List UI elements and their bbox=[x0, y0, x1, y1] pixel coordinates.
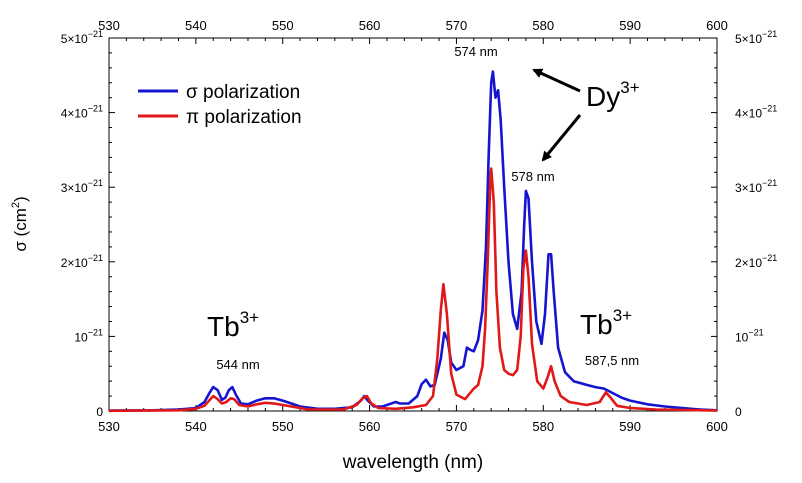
y-axis-label-close: ) bbox=[11, 196, 30, 202]
y-tick-exp: −21 bbox=[762, 29, 777, 39]
y-tick-exp: −21 bbox=[88, 178, 103, 188]
y-axis-label: σ (cm2) bbox=[10, 196, 30, 251]
y-tick-base: 10 bbox=[74, 330, 88, 344]
y-tick-exp: −21 bbox=[748, 327, 763, 337]
x-tick-label-bottom-580: 580 bbox=[532, 419, 554, 434]
y-tick-exp: −21 bbox=[762, 178, 777, 188]
y-axis-label-sup: 2 bbox=[10, 202, 22, 208]
y-tick-exp: −21 bbox=[762, 253, 777, 263]
annotation-544nm: 544 nm bbox=[216, 357, 259, 372]
y-tick-exp: −21 bbox=[88, 104, 103, 114]
legend: σ polarization π polarization bbox=[138, 82, 302, 128]
y-axis-label-main: σ (cm bbox=[11, 208, 30, 252]
x-tick-label-bottom-550: 550 bbox=[272, 419, 294, 434]
y-tick-exp: −21 bbox=[88, 253, 103, 263]
axis-ticks: 530 530 540 540 550 550 560 560 570 570 580 580 590 5… bbox=[61, 18, 778, 434]
x-tick-label-top-560: 560 bbox=[359, 18, 381, 33]
tb-left-ion-sup: 3+ bbox=[240, 308, 259, 327]
y-tick-label-right-0: 0 bbox=[735, 405, 742, 419]
x-tick-label-top-570: 570 bbox=[446, 18, 468, 33]
arrow-to-574 bbox=[532, 68, 581, 93]
y-tick-label-left-4: 4×10−21 bbox=[61, 104, 103, 121]
y-tick-base: 3×10 bbox=[61, 181, 88, 195]
tb-right-ion-sup: 3+ bbox=[613, 306, 632, 325]
y-tick-label-right-1: 10−21 bbox=[735, 327, 764, 344]
annotation-578nm: 578 nm bbox=[511, 169, 554, 184]
x-tick-label-bottom-530: 530 bbox=[98, 419, 120, 434]
y-tick-base: 4×10 bbox=[61, 107, 88, 121]
x-tick-label-top-530: 530 bbox=[98, 18, 120, 33]
y-tick-base: 2×10 bbox=[735, 256, 762, 270]
y-tick-exp: −21 bbox=[762, 104, 777, 114]
annotation-tb-left-ion: Tb3+ bbox=[207, 308, 259, 342]
legend-label-sigma: σ polarization bbox=[186, 82, 300, 103]
y-tick-label-left-0: 0 bbox=[96, 405, 103, 419]
y-tick-base: 5×10 bbox=[61, 32, 88, 46]
y-tick-base: 3×10 bbox=[735, 181, 762, 195]
series-line-sigma bbox=[108, 70, 718, 412]
y-tick-base: 10 bbox=[735, 330, 749, 344]
x-tick-label-top-580: 580 bbox=[532, 18, 554, 33]
y-tick-base: 0 bbox=[735, 405, 742, 419]
y-tick-label-right-2: 2×10−21 bbox=[735, 253, 777, 270]
y-tick-label-left-1: 10−21 bbox=[74, 327, 103, 344]
x-tick-label-bottom-600: 600 bbox=[706, 419, 728, 434]
annotation-587nm: 587,5 nm bbox=[585, 353, 639, 368]
x-tick-label-bottom-560: 560 bbox=[359, 419, 381, 434]
y-tick-label-left-2: 2×10−21 bbox=[61, 253, 103, 270]
legend-label-pi: π polarization bbox=[186, 107, 302, 128]
annotation-dy-ion: Dy3+ bbox=[586, 78, 640, 112]
series-layer bbox=[108, 70, 718, 413]
y-tick-base: 2×10 bbox=[61, 256, 88, 270]
annotation-574nm: 574 nm bbox=[454, 44, 497, 59]
tb-left-ion-base: Tb bbox=[207, 311, 240, 342]
dy-ion-sup: 3+ bbox=[620, 78, 639, 97]
dy-ion-base: Dy bbox=[586, 81, 620, 112]
series-line-pi bbox=[108, 167, 718, 413]
y-tick-label-right-4: 4×10−21 bbox=[735, 104, 777, 121]
x-tick-label-top-540: 540 bbox=[185, 18, 207, 33]
x-tick-label-bottom-590: 590 bbox=[619, 419, 641, 434]
y-tick-base: 5×10 bbox=[735, 32, 762, 46]
x-tick-label-top-550: 550 bbox=[272, 18, 294, 33]
x-tick-label-top-600: 600 bbox=[706, 18, 728, 33]
x-axis-label: wavelength (nm) bbox=[342, 452, 483, 473]
y-tick-base: 4×10 bbox=[735, 107, 762, 121]
x-tick-label-bottom-540: 540 bbox=[185, 419, 207, 434]
y-tick-label-left-5: 5×10−21 bbox=[61, 29, 103, 46]
annotation-tb-right-ion: Tb3+ bbox=[580, 306, 632, 340]
x-tick-label-top-590: 590 bbox=[619, 18, 641, 33]
tb-right-ion-base: Tb bbox=[580, 309, 613, 340]
y-tick-exp: −21 bbox=[88, 327, 103, 337]
plot-frame bbox=[108, 37, 718, 412]
arrow-to-578 bbox=[541, 114, 582, 162]
y-tick-label-left-3: 3×10−21 bbox=[61, 178, 103, 195]
y-tick-exp: −21 bbox=[88, 29, 103, 39]
y-tick-label-right-5: 5×10−21 bbox=[735, 29, 777, 46]
x-tick-label-bottom-570: 570 bbox=[446, 419, 468, 434]
y-tick-label-right-3: 3×10−21 bbox=[735, 178, 777, 195]
y-tick-base: 0 bbox=[96, 405, 103, 419]
